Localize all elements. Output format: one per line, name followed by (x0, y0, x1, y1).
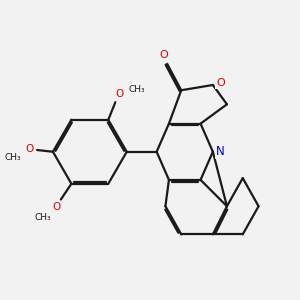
Text: CH₃: CH₃ (128, 85, 145, 94)
Text: CH₃: CH₃ (4, 153, 21, 162)
Text: O: O (116, 89, 124, 100)
Text: O: O (25, 144, 34, 154)
Text: N: N (216, 145, 225, 158)
Text: CH₃: CH₃ (35, 213, 52, 222)
Text: O: O (216, 78, 225, 88)
Text: O: O (52, 202, 60, 212)
Text: O: O (159, 50, 168, 60)
